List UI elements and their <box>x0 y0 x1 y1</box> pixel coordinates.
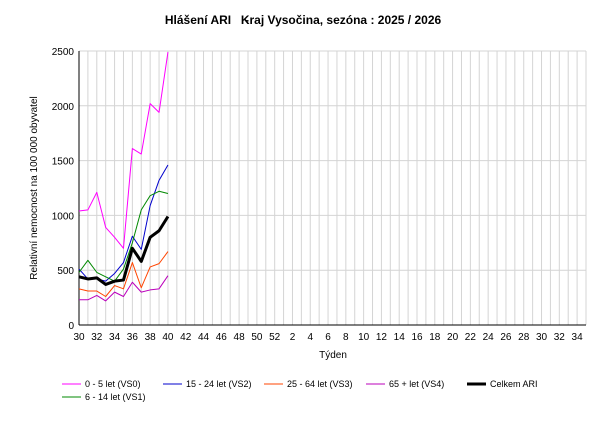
x-tick-label: 36 <box>127 332 139 343</box>
axes <box>78 51 586 326</box>
x-tick-label: 28 <box>518 332 530 343</box>
x-tick-label: 30 <box>73 332 85 343</box>
x-tick-label: 12 <box>376 332 388 343</box>
y-tick-labels: 0 500 1000 1500 2000 2500 <box>52 47 75 332</box>
x-tick-labels: 30 32 34 36 38 40 42 44 46 48 50 52 2 4 6 8 10 12 14 16 18 20… <box>73 332 583 343</box>
x-tick-label: 48 <box>234 332 246 343</box>
x-tick-label: 24 <box>483 332 495 343</box>
x-tick-label: 32 <box>554 332 566 343</box>
chart-title: Hlášení ARI <box>165 13 231 27</box>
x-tick-label: 40 <box>162 332 174 343</box>
y-tick-label: 0 <box>68 321 74 332</box>
x-tick-label: 44 <box>198 332 210 343</box>
series-line-65-let-vs4 <box>79 275 169 302</box>
x-tick-label: 18 <box>429 332 441 343</box>
x-tick-label: 38 <box>145 332 157 343</box>
legend: 0 - 5 let (VS0) 15 - 24 let (VS2) 25 - 64 … <box>62 379 538 402</box>
y-tick-label: 1500 <box>52 157 75 168</box>
x-tick-label: 10 <box>358 332 370 343</box>
y-axis-label: Relativní nemocnost na 100 000 obyvatel <box>29 96 40 279</box>
chart-subtitle: Kraj Vysočina, sezóna : 2025 / 2026 <box>241 13 442 27</box>
x-axis-label: Týden <box>319 350 347 361</box>
y-tick-label: 2500 <box>52 47 75 58</box>
x-tick-label: 8 <box>343 332 349 343</box>
y-tick-label: 500 <box>57 266 74 277</box>
series-line-0-5-let-vs0 <box>78 52 169 249</box>
x-tick-label: 46 <box>216 332 228 343</box>
x-tick-label: 32 <box>91 332 103 343</box>
x-tick-label: 50 <box>251 332 263 343</box>
x-tick-label: 30 <box>536 332 548 343</box>
legend-label: Celkem ARI <box>490 379 538 389</box>
grid <box>78 50 587 326</box>
y-tick-label: 2000 <box>52 102 75 113</box>
legend-label: 65 + let (VS4) <box>389 379 444 389</box>
legend-label: 6 - 14 let (VS1) <box>85 392 146 402</box>
y-tick-label: 1000 <box>52 211 75 222</box>
x-tick-label: 6 <box>325 332 331 343</box>
x-tick-label: 42 <box>180 332 192 343</box>
x-tick-label: 22 <box>465 332 477 343</box>
legend-label: 0 - 5 let (VS0) <box>85 379 141 389</box>
x-tick-label: 34 <box>109 332 121 343</box>
x-tick-label: 16 <box>411 332 423 343</box>
x-tick-label: 14 <box>394 332 406 343</box>
x-tick-label: 4 <box>307 332 313 343</box>
legend-label: 25 - 64 let (VS3) <box>287 379 353 389</box>
series-lines <box>78 52 170 302</box>
x-tick-label: 20 <box>447 332 459 343</box>
series-line-6-14-let-vs1 <box>78 190 169 282</box>
series-line-celkem-ari <box>78 215 170 286</box>
x-tick-label: 2 <box>290 332 296 343</box>
x-tick-label: 34 <box>572 332 584 343</box>
legend-label: 15 - 24 let (VS2) <box>186 379 252 389</box>
chart-title-separator: - <box>245 13 249 27</box>
series-line-25-64-let-vs3 <box>78 251 169 297</box>
x-tick-label: 52 <box>269 332 281 343</box>
x-tick-label: 26 <box>500 332 512 343</box>
